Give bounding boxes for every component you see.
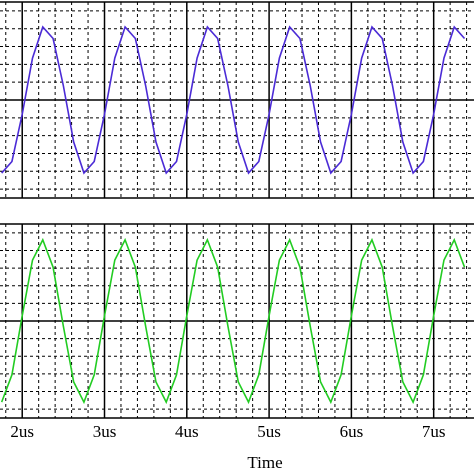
x-tick-label: 5us [257, 422, 281, 441]
panel [0, 223, 474, 419]
panel [0, 1, 474, 199]
x-tick-label: 6us [340, 422, 364, 441]
x-tick-label: 7us [422, 422, 446, 441]
x-tick-label: 4us [175, 422, 199, 441]
x-tick-label: 3us [93, 422, 117, 441]
x-tick-label: 2us [10, 422, 34, 441]
series-line [0, 237, 466, 405]
series-line [1, 25, 466, 175]
x-axis-label: Time [247, 453, 282, 472]
